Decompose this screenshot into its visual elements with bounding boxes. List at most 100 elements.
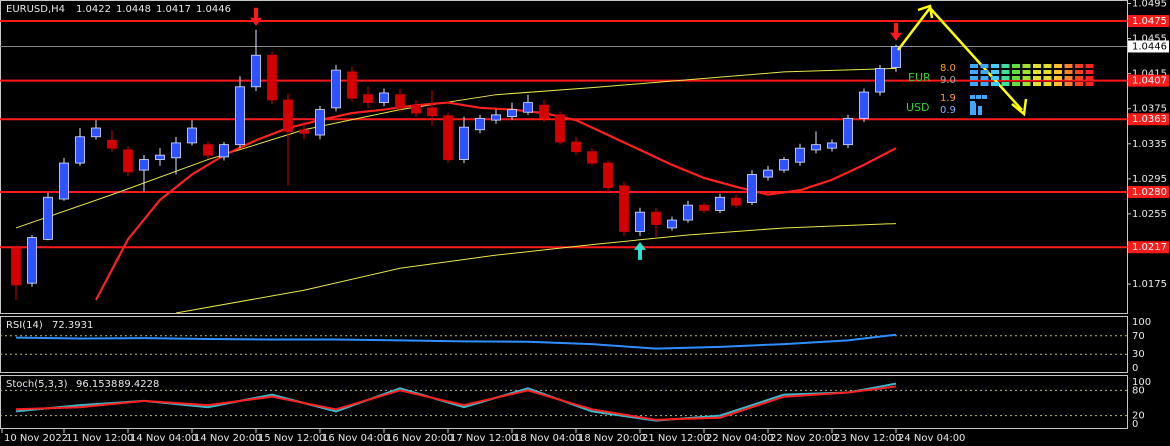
x-tick-label: 15 Nov 12:00 [258, 433, 325, 444]
strength-cell [970, 103, 976, 115]
candle-body [11, 247, 21, 286]
strength-cell [1054, 76, 1062, 80]
y-tick-label: 100 [1132, 377, 1151, 388]
signal-arrow [634, 241, 646, 260]
candle-body [555, 114, 565, 143]
level-box [1128, 74, 1169, 87]
strength-cell [970, 76, 978, 80]
strength-cell [1043, 82, 1052, 86]
candle-body [651, 211, 661, 225]
candle-body [571, 141, 581, 153]
y-tick-label: 20 [1132, 411, 1145, 422]
strength-cell [991, 76, 999, 80]
indicator-line [95, 101, 897, 301]
indicator-line [15, 385, 897, 421]
candle-body [587, 151, 597, 164]
x-tick-label: 18 Nov 20:00 [578, 433, 645, 444]
strength-cell [1064, 82, 1073, 86]
candle-body [539, 104, 549, 119]
candle-body [427, 107, 437, 117]
strength-cell [1075, 76, 1083, 80]
rsi-value: 72.3931 [52, 320, 93, 331]
candle-body [795, 147, 805, 163]
strength-cell [1022, 76, 1031, 80]
y-tick-label: 1.0295 [1132, 174, 1167, 185]
usd-b: 0.9 [940, 105, 956, 116]
strength-cell [1054, 82, 1062, 86]
candle-body [283, 99, 293, 132]
level-box [1128, 241, 1169, 254]
candle-body [459, 126, 469, 160]
x-tick-label: 16 Nov 04:00 [322, 433, 389, 444]
y-tick-label: 0 [1132, 363, 1138, 374]
y-tick-label: 1.0255 [1132, 209, 1167, 220]
candle-body [619, 185, 629, 232]
candle-body [491, 114, 501, 121]
strength-widget: 8.0 EUR 9.0 1.9 USD 0.9 [906, 63, 1094, 116]
candle-body [699, 204, 709, 211]
level-label: 1.0363 [1132, 114, 1167, 125]
strength-cell [1012, 70, 1020, 74]
strength-cell [1001, 82, 1010, 86]
stoch-main: 96.1538 [76, 379, 117, 390]
candle-body [683, 204, 693, 221]
x-tick-label: 14 Nov 04:00 [130, 433, 197, 444]
strength-cell [1064, 64, 1073, 68]
candle-body [155, 154, 165, 160]
strength-cell [1075, 82, 1083, 86]
strength-cell [1022, 70, 1031, 74]
ohlc-open: 1.0422 [76, 4, 111, 15]
candle-body [267, 54, 277, 101]
candle-body [203, 144, 213, 156]
x-tick-label: 11 Nov 12:00 [66, 433, 133, 444]
level-label: 1.0407 [1132, 76, 1167, 87]
strength-cell [1064, 76, 1073, 80]
candle-body [395, 94, 405, 109]
strength-cell [1033, 64, 1041, 68]
y-tick-label: 1.0415 [1132, 69, 1167, 80]
indicator-line [175, 223, 897, 314]
candle-body [219, 144, 229, 158]
strength-cell [982, 95, 987, 99]
y-tick-label: 70 [1132, 331, 1145, 342]
candle-body [763, 169, 773, 178]
strength-cell [980, 64, 989, 68]
candle-body [347, 71, 357, 99]
candle-body [747, 174, 757, 203]
usd-a: 1.9 [940, 93, 956, 104]
x-tick-label: 22 Nov 04:00 [706, 433, 773, 444]
strength-cell [1033, 76, 1041, 80]
y-tick-label: 1.0375 [1132, 104, 1167, 115]
x-tick-label: 18 Nov 04:00 [514, 433, 581, 444]
candle-body [123, 149, 133, 173]
candle-body [859, 91, 869, 119]
level-box [1128, 186, 1169, 199]
strength-cell [1043, 70, 1052, 74]
x-tick-label: 22 Nov 20:00 [770, 433, 837, 444]
frame [0, 0, 1128, 429]
x-tick-label: 24 Nov 04:00 [898, 433, 965, 444]
y-tick-label: 1.0495 [1132, 0, 1167, 10]
candle-body [779, 159, 789, 171]
x-tick-label: 23 Nov 12:00 [834, 433, 901, 444]
strength-cell [980, 82, 989, 86]
candle-body [891, 46, 901, 68]
strength-cell [991, 64, 999, 68]
rsi-label: RSI(14) [6, 320, 43, 331]
y-tick-label: 1.0455 [1132, 34, 1167, 45]
strength-cell [1085, 64, 1094, 68]
candle-body [171, 142, 181, 159]
candle-body [411, 104, 421, 114]
strength-cell [980, 76, 989, 80]
candle-body [811, 144, 821, 151]
level-label: 1.0217 [1132, 242, 1167, 253]
candle-body [603, 162, 613, 189]
candle-body [731, 197, 741, 206]
strength-cell [1054, 64, 1062, 68]
candle-body [667, 219, 677, 229]
candle-body [139, 159, 149, 171]
candle-body [27, 237, 37, 284]
strength-cell [1075, 70, 1083, 74]
strength-cell [1033, 82, 1041, 86]
chart-title: EURUSD,H4 [6, 4, 65, 15]
